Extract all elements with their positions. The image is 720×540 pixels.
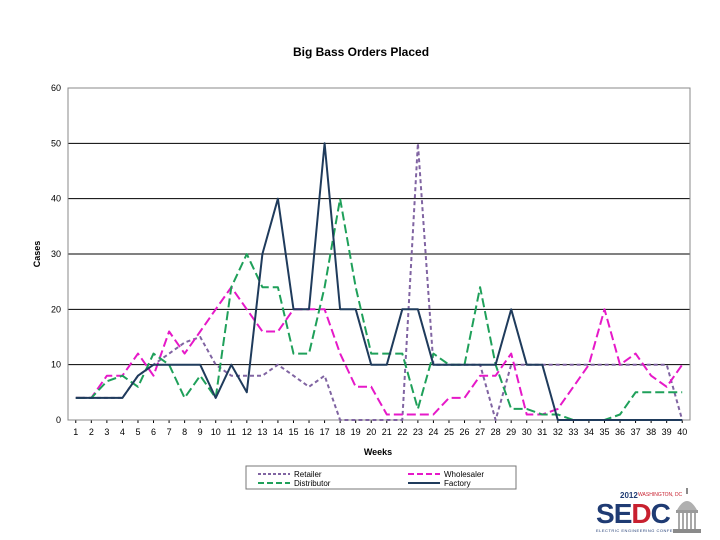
series-line-wholesaler (75, 286, 684, 416)
x-tick-label: 18 (335, 427, 345, 437)
series-line-retailer (75, 142, 684, 421)
legend-label-factory: Factory (444, 479, 471, 488)
logo-letter-s: S (596, 498, 615, 529)
x-tick-label: 23 (413, 427, 423, 437)
x-tick-label: 26 (460, 427, 470, 437)
x-tick-label: 16 (304, 427, 314, 437)
x-tick-label: 10 (211, 427, 221, 437)
y-tick-label: 20 (51, 304, 61, 314)
x-tick-label: 37 (631, 427, 641, 437)
logo-letter-e: E (613, 498, 633, 529)
x-tick-label: 3 (104, 427, 109, 437)
x-tick-label: 25 (444, 427, 454, 437)
x-tick-label: 20 (366, 427, 376, 437)
x-tick-label: 8 (182, 427, 187, 437)
x-tick-label: 14 (273, 427, 283, 437)
x-tick-label: 13 (257, 427, 267, 437)
y-tick-label: 40 (51, 194, 61, 204)
y-axis-label: Cases (32, 241, 42, 268)
y-tick-label: 0 (56, 415, 61, 425)
x-tick-label: 32 (553, 427, 563, 437)
x-tick-label: 27 (475, 427, 485, 437)
logo-wordmark: SEDC (596, 498, 671, 530)
logo-year: 2012 (620, 491, 638, 500)
x-tick-label: 2 (89, 427, 94, 437)
chart-title: Big Bass Orders Placed (293, 45, 429, 59)
x-tick-label: 17 (320, 427, 330, 437)
x-tick-label: 5 (135, 427, 140, 437)
legend-label-distributor: Distributor (294, 479, 331, 488)
x-tick-label: 38 (646, 427, 656, 437)
x-axis-ticks: 1 2 3 4 5 6 7 8 9 10 11 12 13 14 15 16 17 18 19 20 21 22 23 24 2… (73, 420, 687, 437)
x-tick-label: 36 (615, 427, 625, 437)
x-tick-label: 19 (351, 427, 361, 437)
x-tick-label: 40 (677, 427, 687, 437)
logo-letter-c: C (650, 498, 671, 529)
gridlines (68, 87, 690, 421)
x-tick-label: 39 (662, 427, 672, 437)
x-tick-label: 30 (522, 427, 532, 437)
y-tick-label: 10 (51, 360, 61, 370)
x-tick-label: 4 (120, 427, 125, 437)
legend: Retailer Wholesaler Distributor Factory (245, 465, 517, 490)
x-tick-label: 35 (599, 427, 609, 437)
legend-label-retailer: Retailer (294, 470, 322, 479)
x-tick-label: 28 (491, 427, 501, 437)
series-lines (75, 142, 684, 421)
x-tick-label: 31 (537, 427, 547, 437)
x-tick-label: 29 (506, 427, 516, 437)
x-tick-label: 33 (568, 427, 578, 437)
x-tick-label: 24 (428, 427, 438, 437)
x-tick-label: 34 (584, 427, 594, 437)
x-tick-label: 22 (397, 427, 407, 437)
x-tick-label: 15 (288, 427, 298, 437)
y-tick-label: 30 (51, 249, 61, 259)
x-tick-label: 9 (198, 427, 203, 437)
logo-letter-d: D (631, 498, 651, 529)
legend-label-wholesaler: Wholesaler (444, 470, 484, 479)
logo-tagline: ELECTRIC ENGINEERING CONFERENCE (596, 528, 690, 533)
x-tick-label: 11 (227, 427, 236, 437)
y-tick-label: 60 (51, 83, 61, 93)
plot-area-border (67, 87, 691, 421)
series-line-factory (75, 142, 683, 421)
x-tick-label: 6 (151, 427, 156, 437)
logo-location: WASHINGTON, DC (638, 492, 683, 498)
y-tick-label: 50 (51, 138, 61, 148)
y-axis-ticks: 0 10 20 30 40 50 60 (51, 83, 61, 425)
x-tick-label: 1 (73, 427, 78, 437)
sedc-logo: 2012 WASHINGTON, DC SEDC ELECTRIC ENGINE… (592, 486, 708, 538)
capitol-dome-icon (673, 488, 701, 533)
x-axis-label: Weeks (364, 447, 392, 457)
x-tick-label: 7 (167, 427, 172, 437)
legend-box (245, 465, 517, 490)
x-tick-label: 12 (242, 427, 252, 437)
x-tick-label: 21 (382, 427, 392, 437)
